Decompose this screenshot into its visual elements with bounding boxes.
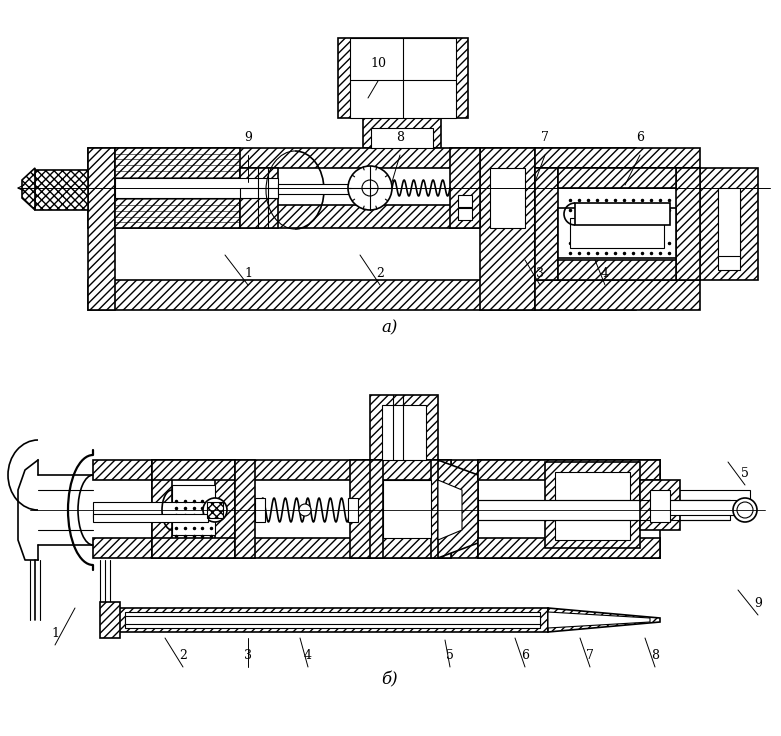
Bar bbox=[370, 395, 438, 460]
Bar bbox=[278, 184, 370, 194]
Bar bbox=[478, 538, 660, 558]
Bar bbox=[363, 118, 441, 148]
Bar bbox=[718, 190, 740, 270]
Bar bbox=[535, 148, 700, 168]
Polygon shape bbox=[438, 480, 462, 540]
Bar bbox=[240, 188, 278, 198]
Polygon shape bbox=[548, 612, 650, 628]
Bar bbox=[660, 490, 750, 512]
Bar bbox=[660, 500, 750, 515]
Text: 9: 9 bbox=[244, 131, 252, 144]
Text: 2: 2 bbox=[179, 649, 187, 662]
Bar bbox=[115, 148, 240, 188]
Bar bbox=[555, 472, 630, 540]
Bar bbox=[152, 538, 235, 558]
Text: 8: 8 bbox=[396, 131, 404, 144]
Bar bbox=[152, 460, 235, 558]
Bar bbox=[558, 168, 676, 188]
Bar bbox=[207, 502, 223, 518]
Bar bbox=[215, 460, 235, 558]
Text: 5: 5 bbox=[446, 649, 454, 662]
Bar bbox=[125, 616, 540, 624]
Bar bbox=[382, 405, 426, 460]
Bar bbox=[718, 188, 740, 256]
Text: 6: 6 bbox=[636, 131, 644, 144]
Bar bbox=[458, 195, 472, 207]
Bar bbox=[570, 218, 664, 248]
Text: 4: 4 bbox=[304, 649, 312, 662]
Polygon shape bbox=[548, 608, 660, 632]
Bar bbox=[255, 498, 265, 522]
Bar bbox=[535, 168, 558, 280]
Bar bbox=[115, 188, 240, 228]
Bar bbox=[93, 538, 660, 558]
Text: 1: 1 bbox=[244, 267, 252, 280]
Bar bbox=[172, 485, 215, 535]
Polygon shape bbox=[22, 168, 35, 210]
Bar bbox=[363, 460, 383, 558]
Bar bbox=[558, 208, 676, 258]
Bar bbox=[350, 460, 370, 558]
Bar bbox=[240, 168, 278, 228]
Text: 3: 3 bbox=[536, 267, 544, 280]
Bar bbox=[650, 490, 670, 522]
Bar bbox=[575, 203, 670, 225]
Bar bbox=[35, 170, 88, 210]
Bar bbox=[93, 514, 208, 522]
Bar bbox=[363, 460, 451, 480]
Text: 6: 6 bbox=[521, 649, 529, 662]
Bar bbox=[371, 128, 433, 148]
Text: 8: 8 bbox=[651, 649, 659, 662]
Bar bbox=[640, 480, 680, 530]
Bar bbox=[700, 168, 758, 280]
Text: 7: 7 bbox=[586, 649, 594, 662]
Bar bbox=[458, 208, 472, 220]
Text: 1: 1 bbox=[51, 627, 59, 640]
Bar bbox=[125, 612, 540, 628]
Bar bbox=[350, 38, 456, 118]
Bar bbox=[88, 280, 636, 310]
Bar bbox=[478, 500, 730, 520]
Bar bbox=[478, 460, 660, 558]
Bar bbox=[152, 460, 172, 558]
Circle shape bbox=[203, 498, 227, 522]
Text: 10: 10 bbox=[370, 57, 386, 70]
Bar bbox=[535, 168, 700, 280]
Bar bbox=[535, 280, 700, 310]
Bar bbox=[118, 608, 548, 632]
Text: 5: 5 bbox=[741, 467, 749, 480]
Bar bbox=[450, 148, 480, 228]
Bar bbox=[363, 538, 451, 558]
Circle shape bbox=[299, 504, 311, 516]
Bar bbox=[490, 168, 525, 228]
Bar bbox=[348, 498, 358, 522]
Bar bbox=[558, 260, 676, 280]
Bar bbox=[235, 460, 255, 558]
Bar bbox=[338, 38, 468, 118]
Bar bbox=[93, 460, 660, 480]
Bar bbox=[100, 602, 120, 638]
Bar bbox=[383, 480, 431, 538]
Text: 3: 3 bbox=[244, 649, 252, 662]
Text: б): б) bbox=[382, 671, 398, 688]
Bar bbox=[88, 148, 115, 310]
Bar bbox=[676, 168, 700, 280]
Bar bbox=[88, 205, 636, 228]
Bar bbox=[480, 148, 535, 310]
Bar bbox=[545, 462, 640, 548]
Bar bbox=[152, 460, 235, 480]
Text: 4: 4 bbox=[601, 267, 609, 280]
Bar bbox=[115, 178, 278, 198]
Text: а): а) bbox=[382, 319, 398, 336]
Circle shape bbox=[348, 166, 392, 210]
Bar bbox=[431, 460, 451, 558]
Bar bbox=[88, 148, 636, 168]
Bar bbox=[93, 502, 208, 518]
Circle shape bbox=[733, 498, 757, 522]
Text: 9: 9 bbox=[754, 597, 762, 610]
Polygon shape bbox=[438, 460, 478, 558]
Text: 2: 2 bbox=[376, 267, 384, 280]
Bar bbox=[478, 460, 660, 480]
Text: 7: 7 bbox=[541, 131, 549, 144]
